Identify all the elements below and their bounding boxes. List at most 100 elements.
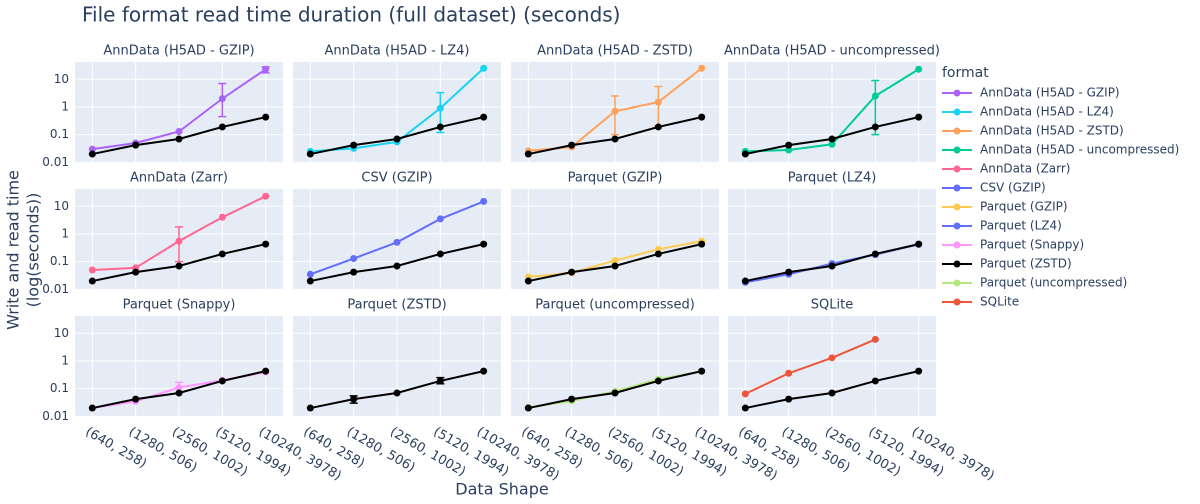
marker xyxy=(611,107,619,115)
marker xyxy=(436,104,444,112)
marker xyxy=(306,277,314,285)
legend-label: CSV (GZIP) xyxy=(980,181,1046,195)
marker xyxy=(175,128,183,136)
chart-title: File format read time duration (full dat… xyxy=(82,3,621,27)
y-tick-label: 10 xyxy=(54,199,69,213)
x-axis-title: Data Shape xyxy=(455,480,548,499)
panel-title: CSV (GZIP) xyxy=(361,171,432,186)
legend-label: AnnData (Zarr) xyxy=(980,162,1070,176)
marker xyxy=(218,377,226,385)
marker xyxy=(698,367,706,375)
legend-label: Parquet (GZIP) xyxy=(980,200,1068,214)
marker xyxy=(480,197,488,205)
series-line xyxy=(744,338,876,395)
marker xyxy=(741,277,749,285)
marker xyxy=(785,395,793,403)
marker xyxy=(132,268,140,276)
marker xyxy=(915,240,923,248)
marker xyxy=(828,354,836,362)
y-tick-label: 10 xyxy=(54,326,69,340)
legend-marker xyxy=(953,241,961,249)
marker xyxy=(568,268,576,276)
legend-marker xyxy=(953,279,961,287)
marker xyxy=(218,123,226,131)
legend-label: AnnData (H5AD - GZIP) xyxy=(980,86,1120,100)
marker xyxy=(350,141,358,149)
marker xyxy=(611,135,619,143)
y-tick-label: 0.1 xyxy=(50,127,69,141)
legend-label: Parquet (ZSTD) xyxy=(980,257,1072,271)
marker xyxy=(88,266,96,274)
marker xyxy=(785,146,793,154)
marker xyxy=(88,150,96,158)
legend-title: format xyxy=(942,65,989,81)
marker xyxy=(828,140,836,148)
marker xyxy=(871,335,879,343)
marker xyxy=(262,113,270,121)
legend-label: Parquet (Snappy) xyxy=(980,238,1084,252)
legend-label: AnnData (H5AD - LZ4) xyxy=(980,105,1114,119)
marker xyxy=(218,95,226,103)
marker xyxy=(654,98,662,106)
legend-marker xyxy=(953,89,961,97)
marker xyxy=(175,262,183,270)
marker xyxy=(393,389,401,397)
y-tick-label: 0.01 xyxy=(42,409,69,423)
marker xyxy=(306,150,314,158)
marker xyxy=(393,135,401,143)
legend-label: AnnData (H5AD - ZSTD) xyxy=(980,124,1124,138)
marker xyxy=(524,150,532,158)
marker xyxy=(175,384,183,392)
error-bar xyxy=(611,95,619,136)
marker xyxy=(698,113,706,121)
marker xyxy=(524,277,532,285)
y-axis-title: (log(seconds)) xyxy=(24,193,43,308)
marker xyxy=(871,92,879,100)
marker xyxy=(480,113,488,121)
marker xyxy=(175,237,183,245)
marker xyxy=(568,141,576,149)
legend-marker xyxy=(953,184,961,192)
marker xyxy=(132,395,140,403)
panel-title: AnnData (H5AD - uncompressed) xyxy=(724,44,940,59)
panel-title: Parquet (Snappy) xyxy=(123,298,236,313)
y-tick-label: 1 xyxy=(61,353,69,367)
marker xyxy=(480,367,488,375)
marker xyxy=(654,123,662,131)
panel-title: AnnData (H5AD - ZSTD) xyxy=(537,44,693,59)
marker xyxy=(698,240,706,248)
marker xyxy=(611,389,619,397)
marker xyxy=(350,268,358,276)
panel-title: AnnData (H5AD - LZ4) xyxy=(324,44,469,59)
marker xyxy=(785,141,793,149)
legend-marker xyxy=(953,222,961,230)
y-tick-label: 10 xyxy=(54,72,69,86)
panel-title: Parquet (LZ4) xyxy=(788,171,877,186)
panel-title: SQLite xyxy=(811,298,853,313)
marker xyxy=(828,262,836,270)
marker xyxy=(262,192,270,200)
marker xyxy=(828,135,836,143)
marker xyxy=(524,404,532,412)
y-axis-title: Write and read time xyxy=(4,170,23,330)
marker xyxy=(306,270,314,278)
marker xyxy=(436,215,444,223)
marker xyxy=(654,377,662,385)
legend-marker xyxy=(953,146,961,154)
panel-title: Parquet (uncompressed) xyxy=(535,298,695,313)
panel-title: Parquet (GZIP) xyxy=(568,171,663,186)
legend-marker xyxy=(953,260,961,268)
marker xyxy=(436,250,444,258)
marker xyxy=(393,262,401,270)
legend-marker xyxy=(953,108,961,116)
legend-marker xyxy=(953,298,961,306)
marker xyxy=(741,150,749,158)
marker xyxy=(785,268,793,276)
marker xyxy=(88,404,96,412)
marker xyxy=(306,404,314,412)
marker xyxy=(480,64,488,72)
legend-label: Parquet (uncompressed) xyxy=(980,276,1127,290)
y-tick-label: 1 xyxy=(61,99,69,113)
marker xyxy=(480,240,488,248)
